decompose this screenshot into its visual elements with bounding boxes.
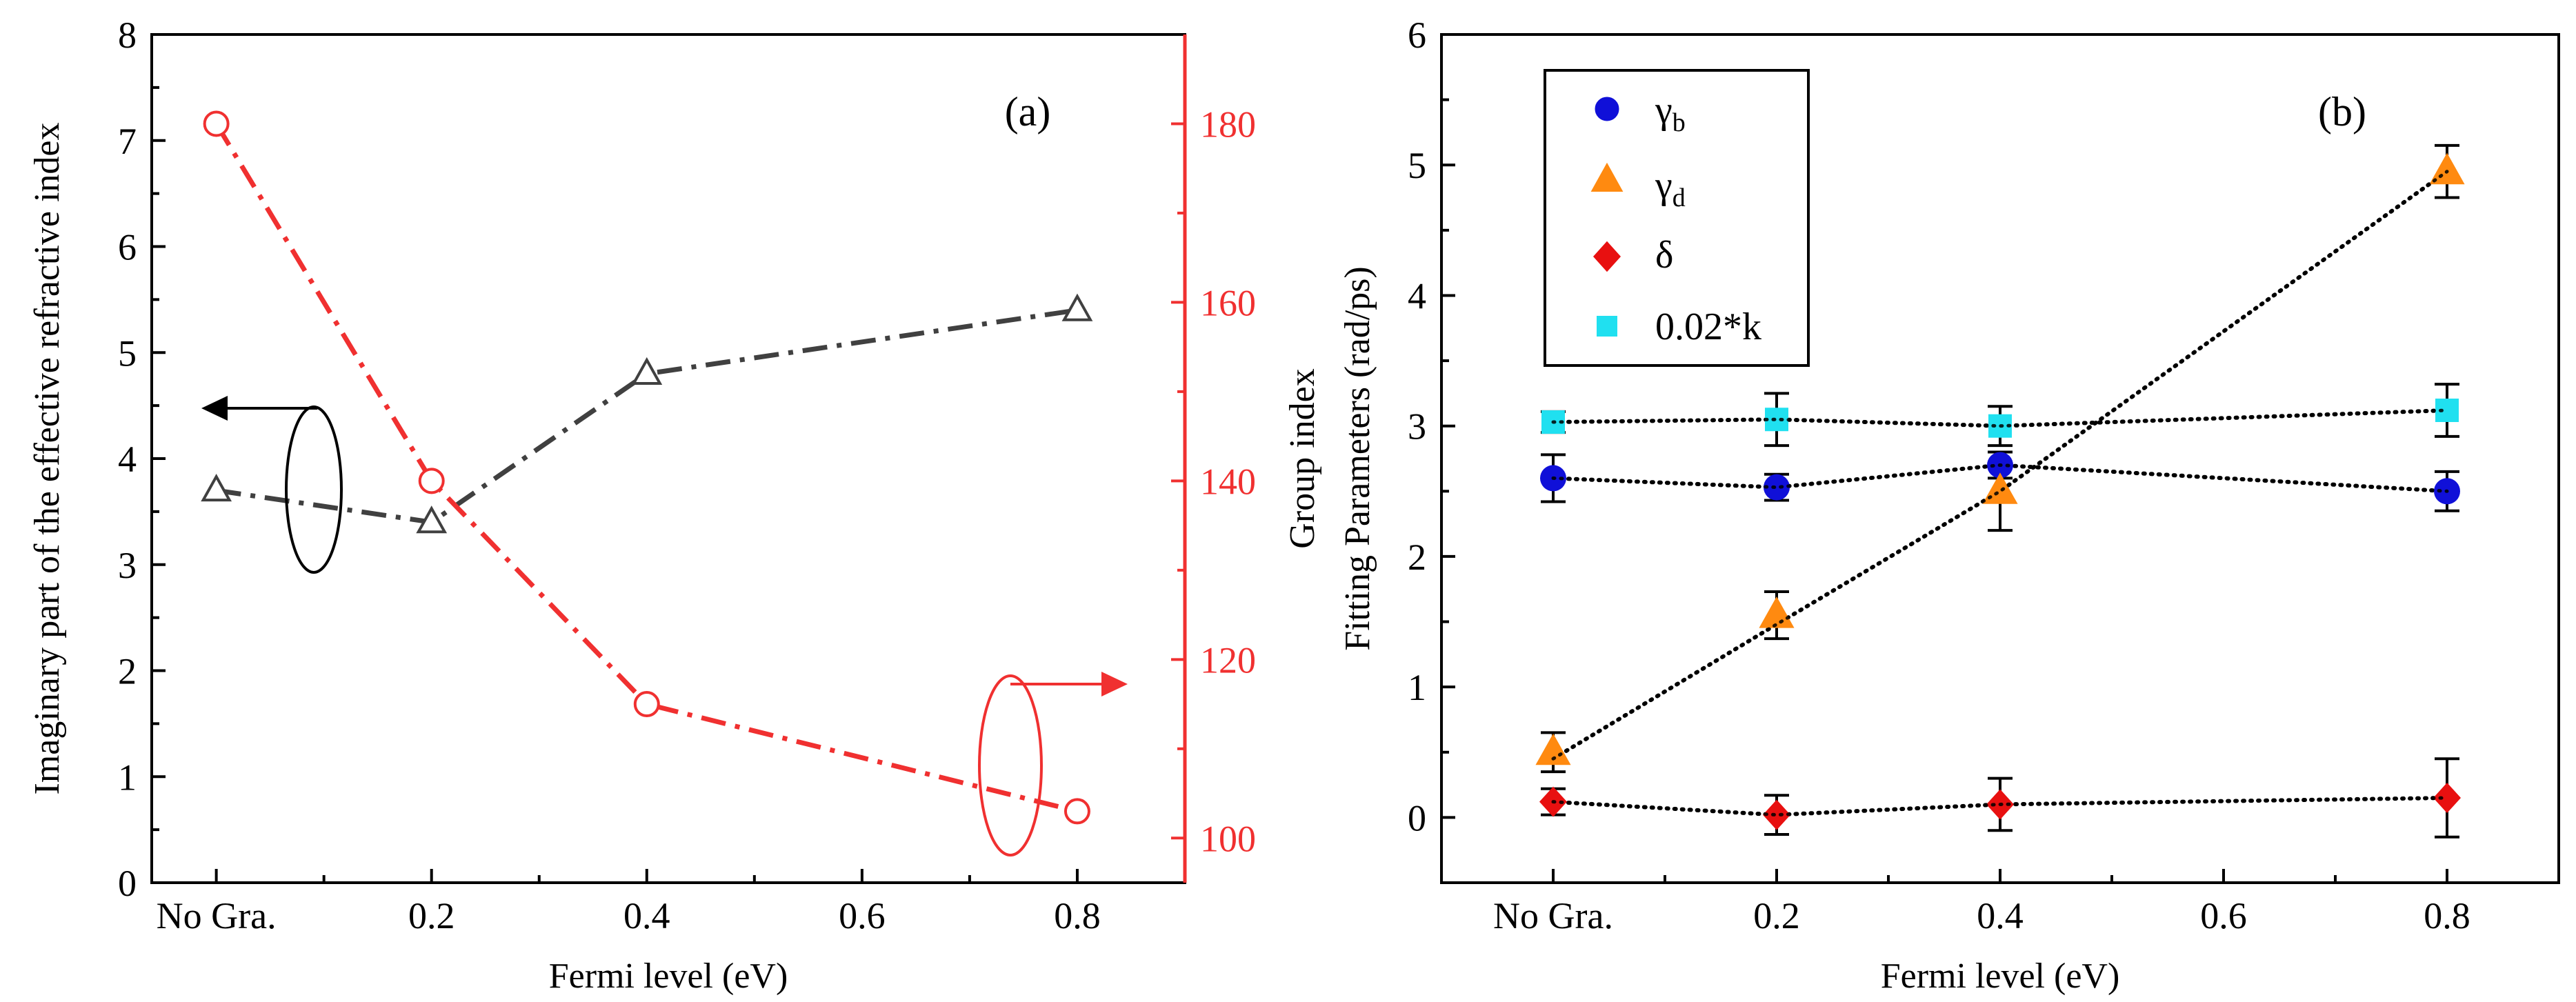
legend-label-gamma-b: γb <box>1655 89 1686 137</box>
panel-a-x-tick-label: 0.6 <box>839 895 886 936</box>
panel-a-y-tick-label: 3 <box>118 545 137 586</box>
panel-a-plot-frame <box>150 33 1186 884</box>
right-axis-indicator <box>978 672 1128 856</box>
panel-a-index-point <box>1061 293 1093 321</box>
panel-a-y2-tick-label: 140 <box>1200 461 1256 502</box>
panel-a-x-tick-label: No Gra. <box>157 895 277 936</box>
panel-b-y-tick-label: 1 <box>1408 667 1426 708</box>
panel-b-legend: γb γd δ 0.02*k <box>1544 69 1810 367</box>
legend-label-gamma-d: γd <box>1655 164 1686 212</box>
panel-b-point-gamma-d <box>1535 733 1571 765</box>
panel-b-y-tick-label: 3 <box>1408 406 1426 448</box>
left-indicator-ellipse <box>285 405 343 574</box>
panel-b-point-gamma-d <box>1759 597 1795 628</box>
legend-gamma-d-base: γ <box>1655 164 1673 207</box>
legend-gamma-d-sub: d <box>1673 183 1686 212</box>
panel-a-group-index-point <box>1064 798 1090 825</box>
panel-a-y-tick-label: 7 <box>118 121 137 162</box>
panel-a-y-tick-label: 8 <box>118 14 137 56</box>
panel-a-y2-tick-label: 160 <box>1200 282 1256 323</box>
panel-b-x-title: Fermi level (eV) <box>1881 956 2120 996</box>
panel-a-x-tick-label: 0.4 <box>623 895 670 936</box>
panel-a-y-tick-label: 1 <box>118 756 137 798</box>
panel-b-point-delta <box>2433 783 2461 813</box>
panel-a-index-point <box>201 474 232 502</box>
panel-a-y2-tick-label: 120 <box>1200 639 1256 681</box>
legend-marker-delta <box>1592 241 1621 272</box>
panel-a-index-point <box>416 505 448 534</box>
legend-marker-k <box>1597 316 1617 337</box>
panel-a-y-tick-label: 6 <box>118 227 137 268</box>
legend-label-delta: δ <box>1655 234 1673 277</box>
left-axis-indicator <box>201 396 343 574</box>
panel-a-label: (a) <box>1005 89 1051 134</box>
panel-a-x-tick-label: 0.2 <box>408 895 455 936</box>
panel-a-y-tick-label: 2 <box>118 651 137 692</box>
panel-a-group-index-point <box>418 468 445 494</box>
panel-b-x-tick-label: 0.4 <box>1977 895 2024 936</box>
panel-a-group-index-point <box>203 110 230 137</box>
panel-b-x-tick-label: 0.8 <box>2424 895 2470 936</box>
legend-label-k: 0.02*k <box>1655 305 1761 348</box>
panel-b-x-tick-label: 0.2 <box>1753 895 1800 936</box>
panel-a-group-index-line <box>214 122 1078 814</box>
panel-a-x-tick-label: 0.8 <box>1054 895 1101 936</box>
panel-a-y2-title: Group index <box>1283 368 1322 548</box>
panel-b-x-tick-label: 0.6 <box>2200 895 2247 936</box>
left-indicator-arrow-head <box>201 396 228 421</box>
panel-a-marks <box>201 110 1093 825</box>
panel-b-y-title: Fitting Parameters (rad/ps) <box>1338 266 1377 650</box>
right-indicator-arrow-head <box>1101 672 1128 697</box>
panel-b-point-k <box>1765 408 1788 432</box>
panel-a-ticks: No Gra. 0.2 0.4 0.6 0.8 0 1 2 3 4 5 6 7 8 100 120 140 160… <box>118 14 1256 936</box>
panel-b-y-tick-label: 4 <box>1408 275 1426 317</box>
legend-marker-gamma-d <box>1590 162 1624 192</box>
panel-b-marks <box>1535 143 2465 839</box>
panel-b-y-tick-label: 2 <box>1408 537 1426 578</box>
panel-b-ticks: No Gra. 0.2 0.4 0.6 0.8 0 1 2 3 4 5 6 <box>1408 14 2470 936</box>
legend-gamma-b-base: γ <box>1655 89 1673 132</box>
panel-b-fit-line-overlay-gamma-d <box>1551 170 2449 761</box>
panel-b-point-gamma-d <box>1982 472 2018 504</box>
panel-a-y-title: Imaginary part of the effective refracti… <box>28 123 67 795</box>
panel-a-index-point <box>631 357 663 385</box>
panel-a-group-index-point <box>633 691 660 718</box>
panel-b-y-tick-label: 0 <box>1408 797 1426 839</box>
legend-marker-gamma-b <box>1595 97 1619 121</box>
panel-a-y-tick-label: 4 <box>118 439 137 480</box>
panel-a-chart: No Gra. 0.2 0.4 0.6 0.8 0 1 2 3 4 5 6 7 8 100 120 140 160… <box>28 14 1322 996</box>
panel-b-label: (b) <box>2318 89 2366 134</box>
panel-b-point-delta <box>1763 799 1790 830</box>
panel-b-fit-line-overlay-delta <box>1551 796 2449 817</box>
legend-gamma-b-sub: b <box>1673 108 1686 137</box>
panel-a-index-line <box>216 308 1078 525</box>
panel-a-y-tick-label: 0 <box>118 863 137 904</box>
panel-b-fit-line-overlay-k <box>1551 408 2449 428</box>
panel-b-fit-line-overlay-gamma-b <box>1551 463 2449 493</box>
right-indicator-ellipse <box>978 674 1043 856</box>
legend-frame <box>1544 69 1810 367</box>
panel-b-y-tick-label: 5 <box>1408 145 1426 186</box>
panel-a-y2-tick-label: 180 <box>1200 103 1256 145</box>
panel-a-x-title: Fermi level (eV) <box>549 956 788 996</box>
panel-b-point-gamma-b <box>1764 474 1790 501</box>
panel-b-y-tick-label: 6 <box>1408 14 1426 56</box>
panel-a-y-tick-label: 5 <box>118 332 137 374</box>
panel-b-x-tick-label: No Gra. <box>1493 895 1613 936</box>
panel-a-y2-tick-label: 100 <box>1200 818 1256 859</box>
